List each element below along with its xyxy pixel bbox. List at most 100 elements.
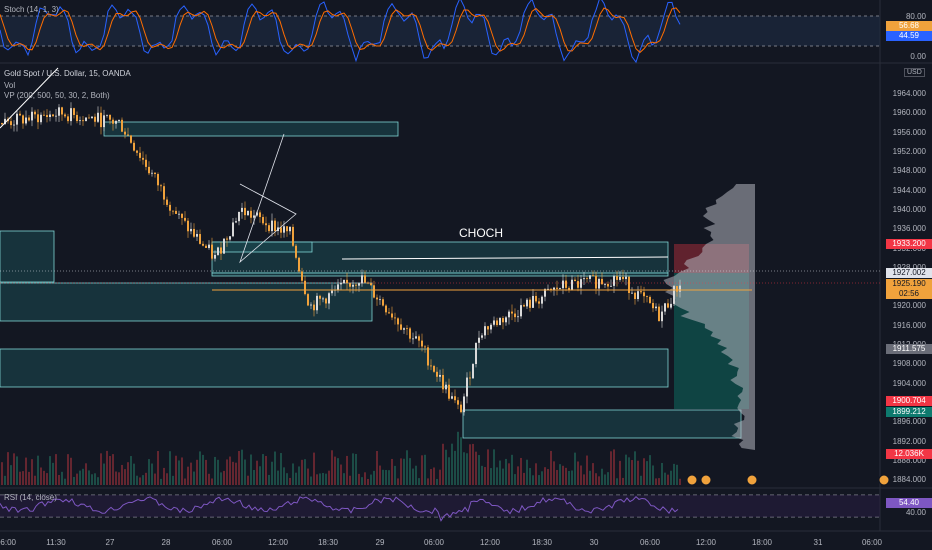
volume-bar [172,475,174,485]
candle-body [193,228,195,237]
volume-bar [475,451,477,485]
volume-bar [466,453,468,485]
stoch-k-line [0,0,681,64]
candle-body [256,212,258,216]
volume-bar [28,471,30,485]
volume-bar [499,460,501,485]
volume-bar [259,466,261,485]
volume-bar [349,475,351,485]
currency-label[interactable]: USD [904,68,925,77]
volume-bar [244,459,246,485]
candle-body [466,377,468,397]
volume-bar [160,478,162,485]
volume-bar [502,468,504,485]
candle-body [232,222,234,237]
candle-body [439,374,441,377]
candle-body [34,111,36,115]
volume-bar [331,450,333,485]
volume-bar [340,464,342,485]
volume-bar [79,470,81,485]
time-tick: 06:00 [423,538,445,547]
price-tick: 1904.000 [892,378,926,388]
zone-rect [211,272,669,277]
volume-bar [658,478,660,485]
volume-bar [538,475,540,485]
volume-bar [13,453,15,485]
candle-body [634,292,636,299]
volume-bar [547,469,549,485]
candle-body [598,278,600,289]
candle-body [418,336,420,341]
volume-bar [49,456,51,485]
candle-body [442,374,444,390]
volume-bar [454,450,456,485]
time-tick: 29 [375,538,385,547]
event-icon [686,474,698,486]
candle-body [13,124,15,126]
volume-bar [376,451,378,485]
candle-body [406,328,408,330]
candle-body [328,293,330,304]
candle-body [211,244,213,259]
rsi-title[interactable]: RSI (14, close) [4,493,57,502]
volume-bar [445,449,447,485]
volume-bar [601,468,603,485]
price-tick: 1948.000 [892,166,926,176]
volume-bar [124,469,126,485]
candle-body [292,226,294,246]
volume-bar [577,461,579,485]
volume-bar [370,474,372,485]
candle-body [91,116,93,119]
volume-bar [415,465,417,485]
volume-bar [388,470,390,485]
volume-bar [514,474,516,485]
candle-body [61,107,63,115]
choch-label: CHOCH [459,226,503,240]
volume-bar [61,471,63,485]
candle-body [259,212,261,218]
volume-indicator-label[interactable]: Vol [4,81,16,90]
candle-body [559,288,561,289]
rsi-band [0,495,880,517]
volume-bar [127,462,129,485]
zone-rect [462,409,742,439]
candle-body [166,199,168,205]
candle-body [112,119,114,124]
stoch-title[interactable]: Stoch (14, 1, 3) [4,5,59,14]
candle-body [394,317,396,319]
candle-body [199,234,201,244]
zone-rect [0,282,373,322]
candle-body [487,326,489,330]
volume-bar [397,478,399,485]
candle-body [370,283,372,286]
volume-bar [142,475,144,485]
trendline [0,67,59,129]
volume-bar [592,463,594,485]
candle-body [223,238,225,254]
volume-profile-label[interactable]: VP (200, 500, 50, 30, 2, Both) [4,91,110,100]
candle-body [388,312,390,314]
candle-body [265,223,267,226]
volume-bar [265,455,267,485]
volume-bar [400,458,402,485]
candle-body [43,114,45,116]
candle-body [37,114,39,123]
candle-body [289,226,291,232]
volume-bar [535,463,537,485]
candle-body [175,210,177,214]
symbol-title[interactable]: Gold Spot / U.S. Dollar, 15, OANDA [4,69,131,78]
volume-bar [4,475,6,485]
candle-body [283,226,285,233]
volume-bar [367,478,369,485]
candle-body [115,120,117,124]
volume-bar [562,465,564,485]
time-tick: 28 [161,538,171,547]
volume-profile [663,184,755,450]
volume-bar [67,454,69,485]
volume-bar [187,466,189,485]
candle-body [118,119,120,121]
candle-body [181,213,183,218]
volume-bar [574,452,576,485]
volume-bar [271,461,273,485]
